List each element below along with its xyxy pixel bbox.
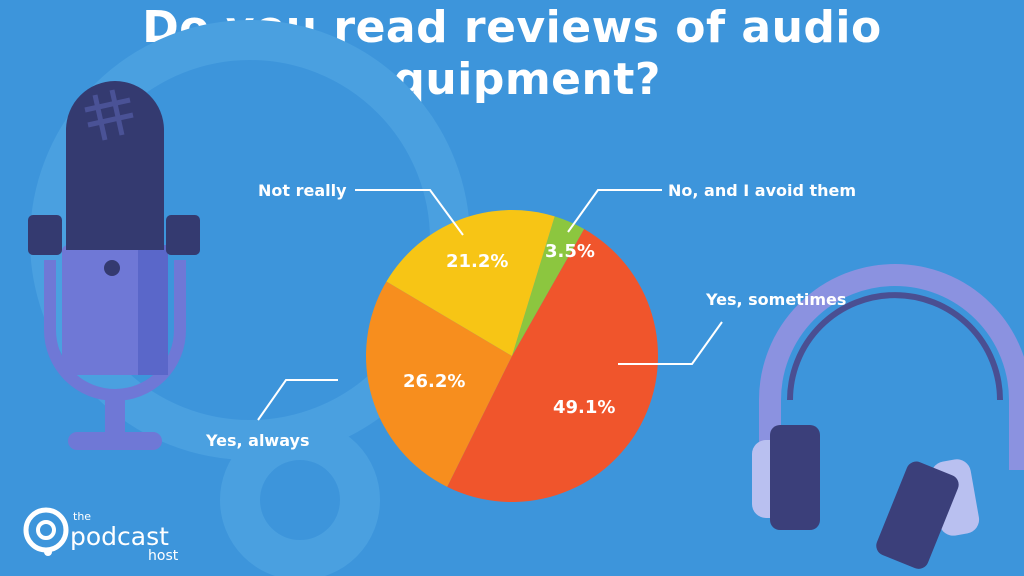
headphones-icon: [752, 264, 1024, 569]
pie-slice-yes-always: [366, 281, 512, 487]
logo-podcast: podcast: [70, 522, 169, 551]
label-no-avoid: No, and I avoid them: [668, 181, 856, 200]
label-yes-always: Yes, always: [205, 431, 309, 450]
leader-lines: [257, 189, 723, 421]
pie-chart: [366, 210, 659, 503]
pie-slice-not-really: [386, 210, 555, 356]
logo-host: host: [148, 548, 179, 564]
pct-no-avoid: 3.5%: [545, 241, 595, 262]
podcast-host-logo: the podcast host: [23, 507, 179, 564]
leader-line-yes-sometimes: [618, 321, 723, 365]
pie-slice-no-and-i-avoid-them: [512, 216, 585, 356]
pct-yes-always: 26.2%: [403, 371, 465, 392]
logo-the: the: [73, 510, 91, 523]
pct-yes-sometimes: 49.1%: [553, 397, 615, 418]
leader-line-yes-always: [257, 379, 338, 421]
leader-line-no-avoid: [567, 189, 662, 233]
label-not-really: Not really: [258, 181, 347, 200]
microphone-icon: [28, 81, 200, 450]
leader-line-not-really: [355, 189, 464, 236]
label-yes-sometimes: Yes, sometimes: [705, 290, 846, 309]
pct-not-really: 21.2%: [446, 251, 508, 272]
pie-slice-yes-sometimes: [447, 229, 659, 503]
